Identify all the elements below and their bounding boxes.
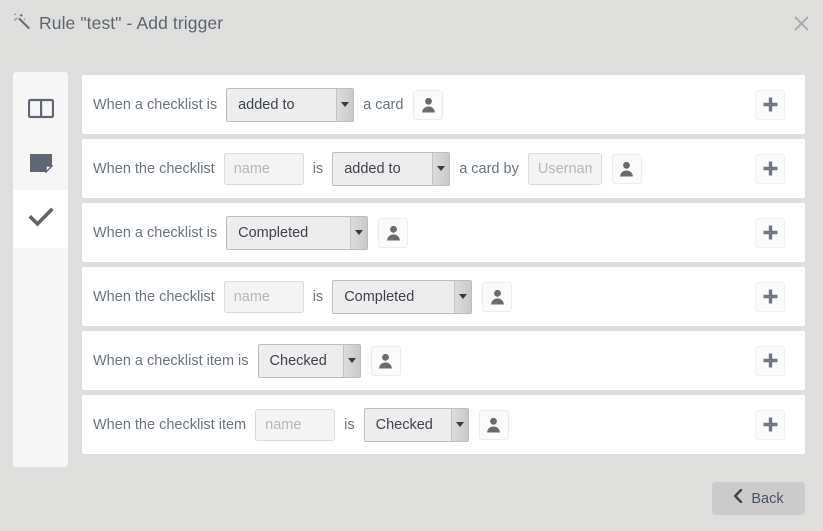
- person-button[interactable]: [413, 89, 444, 120]
- chevron-down-icon: [350, 216, 368, 249]
- trigger-select[interactable]: added to: [332, 151, 451, 186]
- row-mid-label: is: [344, 416, 355, 433]
- plus-icon: [763, 289, 777, 304]
- chevron-down-icon: [342, 344, 360, 377]
- select-value: added to: [344, 160, 401, 177]
- trigger-row: When the checklist is Completed: [82, 267, 805, 326]
- trigger-select[interactable]: added to: [226, 87, 355, 122]
- person-icon: [422, 97, 435, 112]
- plus-icon: [763, 417, 777, 432]
- sidebar: [13, 72, 68, 467]
- row-post-label: a card: [363, 96, 404, 113]
- select-value: added to: [238, 96, 295, 113]
- person-icon: [620, 161, 634, 176]
- row-pre-label: When the checklist item: [93, 416, 247, 433]
- person-button[interactable]: [370, 345, 401, 376]
- sidebar-item-card[interactable]: [13, 140, 68, 190]
- row-pre-label: When a checklist is: [93, 96, 218, 113]
- dialog-title: Rule "test" - Add trigger: [39, 12, 224, 33]
- trigger-select[interactable]: Completed: [226, 215, 369, 250]
- select-value: Completed: [238, 224, 309, 241]
- back-button-label: Back: [751, 490, 784, 507]
- trigger-select[interactable]: Checked: [363, 407, 469, 442]
- row-pre-label: When the checklist: [93, 288, 215, 305]
- checklist-item-name-input[interactable]: [255, 408, 336, 441]
- select-value: Completed: [344, 288, 415, 305]
- board-columns-icon: [27, 98, 54, 125]
- chevron-down-icon: [454, 280, 472, 313]
- row-pre-label: When the checklist: [93, 160, 215, 177]
- trigger-row: When a checklist is Completed: [82, 203, 805, 262]
- person-button[interactable]: [611, 153, 642, 184]
- trigger-row: When the checklist is added to a card by: [82, 139, 805, 198]
- plus-icon: [763, 353, 777, 368]
- trigger-list: When a checklist is added to a card When…: [82, 75, 805, 459]
- person-icon: [487, 417, 500, 432]
- row-pre-label: When a checklist is: [93, 224, 218, 241]
- dialog-header: Rule "test" - Add trigger: [0, 0, 823, 46]
- person-button[interactable]: [482, 281, 513, 312]
- person-button[interactable]: [378, 217, 409, 248]
- chevron-left-icon: [733, 488, 743, 508]
- sidebar-item-checklist[interactable]: [13, 190, 68, 248]
- person-icon: [386, 225, 400, 240]
- magic-wand-icon: [11, 12, 33, 34]
- trigger-row: When a checklist item is Checked: [82, 331, 805, 390]
- add-trigger-button[interactable]: [755, 281, 785, 312]
- plus-icon: [763, 161, 777, 176]
- plus-icon: [763, 97, 777, 112]
- checklist-name-input[interactable]: [223, 152, 304, 185]
- trigger-select[interactable]: Completed: [332, 279, 473, 314]
- add-trigger-button[interactable]: [755, 345, 785, 376]
- select-value: Checked: [375, 416, 433, 433]
- row-mid-label: is: [312, 160, 324, 177]
- card-icon: [29, 152, 54, 179]
- person-button[interactable]: [478, 409, 509, 440]
- add-trigger-button[interactable]: [755, 217, 785, 248]
- username-input[interactable]: [527, 152, 602, 185]
- chevron-down-icon: [336, 88, 354, 121]
- chevron-down-icon: [432, 152, 450, 185]
- add-trigger-button[interactable]: [755, 89, 785, 120]
- add-trigger-button[interactable]: [755, 409, 785, 440]
- close-icon[interactable]: [788, 10, 814, 36]
- person-icon: [379, 353, 392, 368]
- plus-icon: [763, 225, 777, 240]
- trigger-row: When the checklist item is Checked: [82, 395, 805, 454]
- sidebar-item-board[interactable]: [13, 86, 68, 136]
- row-mid-label: is: [312, 288, 324, 305]
- checklist-name-input[interactable]: [223, 280, 304, 313]
- row-pre-label: When a checklist item is: [93, 352, 249, 369]
- person-icon: [490, 289, 504, 304]
- back-button[interactable]: Back: [712, 482, 805, 515]
- chevron-down-icon: [450, 408, 468, 441]
- trigger-row: When a checklist is added to a card: [82, 75, 805, 134]
- row-post-label: a card by: [459, 160, 519, 177]
- add-trigger-button[interactable]: [755, 153, 785, 184]
- checkmark-icon: [27, 206, 54, 233]
- trigger-select[interactable]: Checked: [257, 343, 361, 378]
- select-value: Checked: [269, 352, 327, 369]
